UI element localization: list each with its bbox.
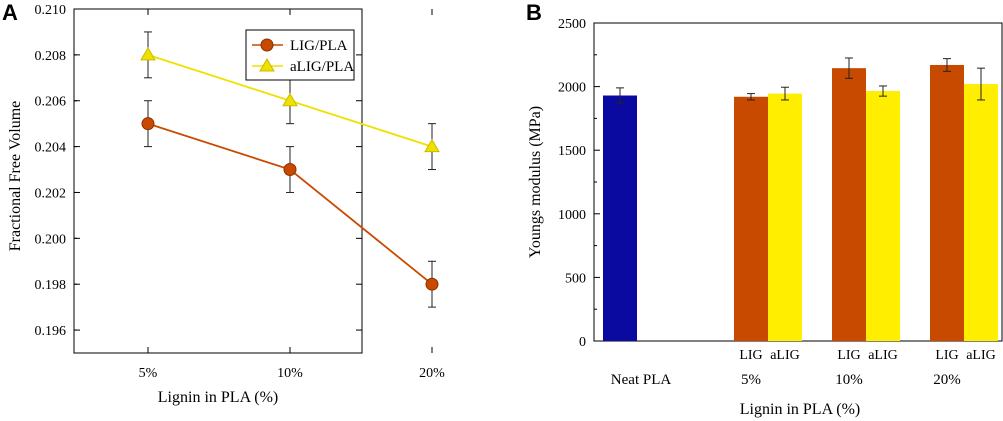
legend-label-lig: LIG/PLA bbox=[290, 38, 348, 54]
y-tick-label: 2500 bbox=[558, 17, 586, 32]
y-tick-label: 0.198 bbox=[35, 278, 67, 293]
y-tick-label: 0 bbox=[579, 335, 586, 350]
panel-a-x-label: Lignin in PLA (%) bbox=[158, 389, 278, 406]
bar-lig-5pct bbox=[734, 96, 768, 341]
panel-b-plot-area bbox=[603, 57, 998, 341]
y-tick-label: 1000 bbox=[558, 208, 586, 223]
data-point bbox=[141, 117, 155, 131]
legend-box bbox=[245, 29, 355, 81]
x-tick-label: 20% bbox=[419, 366, 445, 381]
data-point bbox=[424, 138, 440, 153]
panel-a-y-axis: 0.196 0.198 0.200 0.202 0.204 0.206 0.208 0.210 bbox=[35, 3, 362, 339]
bar-category-label: LIG bbox=[935, 348, 958, 363]
data-point bbox=[425, 277, 439, 291]
panel-a-y-label: Fractional Free Volume bbox=[7, 101, 24, 252]
bar-category-label: aLIG bbox=[966, 348, 996, 363]
bar-category-label: LIG bbox=[739, 348, 762, 363]
y-tick-label: 0.202 bbox=[35, 186, 67, 201]
bar-alig-20pct bbox=[964, 84, 998, 341]
y-tick-label: 2000 bbox=[558, 81, 586, 96]
y-tick-label: 1500 bbox=[558, 144, 586, 159]
bar-neat-neat-pla bbox=[603, 95, 637, 341]
group-label: 10% bbox=[835, 372, 863, 388]
panel-a-x-axis: 5% 10% 20% bbox=[139, 9, 445, 381]
bar-alig-5pct bbox=[768, 93, 802, 341]
y-tick-label: 0.206 bbox=[35, 95, 67, 110]
panel-b-x-label: Lignin in PLA (%) bbox=[740, 401, 860, 418]
y-tick-label: 500 bbox=[565, 271, 586, 286]
panel-b-letter: B bbox=[526, 0, 542, 25]
bar-alig-10pct bbox=[866, 91, 900, 341]
panel-b-y-label: Youngs modulus (MPa) bbox=[527, 106, 544, 258]
y-tick-label: 0.200 bbox=[35, 232, 67, 247]
legend-label-alig: aLIG/PLA bbox=[290, 59, 354, 75]
y-tick-label: 0.196 bbox=[35, 324, 67, 339]
panel-a-frame bbox=[73, 8, 363, 354]
legend-marker-lig bbox=[260, 38, 274, 52]
group-label: Neat PLA bbox=[611, 372, 672, 388]
data-point bbox=[282, 92, 298, 107]
bar-lig-20pct bbox=[930, 64, 964, 341]
y-tick-label: 0.204 bbox=[35, 141, 67, 156]
panel-b-x-axis: LIG aLIG LIG aLIG LIG aLIG Neat PLA 5% 10% 20% bbox=[611, 348, 996, 388]
bar-category-label: aLIG bbox=[868, 348, 898, 363]
x-tick-label: 5% bbox=[139, 366, 158, 381]
y-tick-label: 0.210 bbox=[35, 3, 67, 18]
group-label: 5% bbox=[741, 372, 761, 388]
bar-category-label: aLIG bbox=[770, 348, 800, 363]
panel-a: A 0.196 0.198 0.200 0.202 0.204 0.206 0.208 0.2… bbox=[2, 0, 445, 406]
x-tick-label: 10% bbox=[277, 366, 303, 381]
bar-category-label: LIG bbox=[837, 348, 860, 363]
panel-b-y-axis: 0 500 1000 1500 2000 2500 bbox=[558, 17, 600, 350]
legend-marker-alig bbox=[259, 58, 275, 72]
y-tick-label: 0.208 bbox=[35, 49, 67, 64]
panel-a-plot-area bbox=[140, 31, 440, 308]
group-label: 20% bbox=[933, 372, 961, 388]
panel-a-legend: LIG/PLA aLIG/PLA bbox=[245, 29, 355, 81]
panel-a-letter: A bbox=[2, 0, 18, 25]
data-point bbox=[140, 46, 156, 61]
bar-lig-10pct bbox=[832, 68, 866, 341]
data-point bbox=[283, 163, 297, 177]
